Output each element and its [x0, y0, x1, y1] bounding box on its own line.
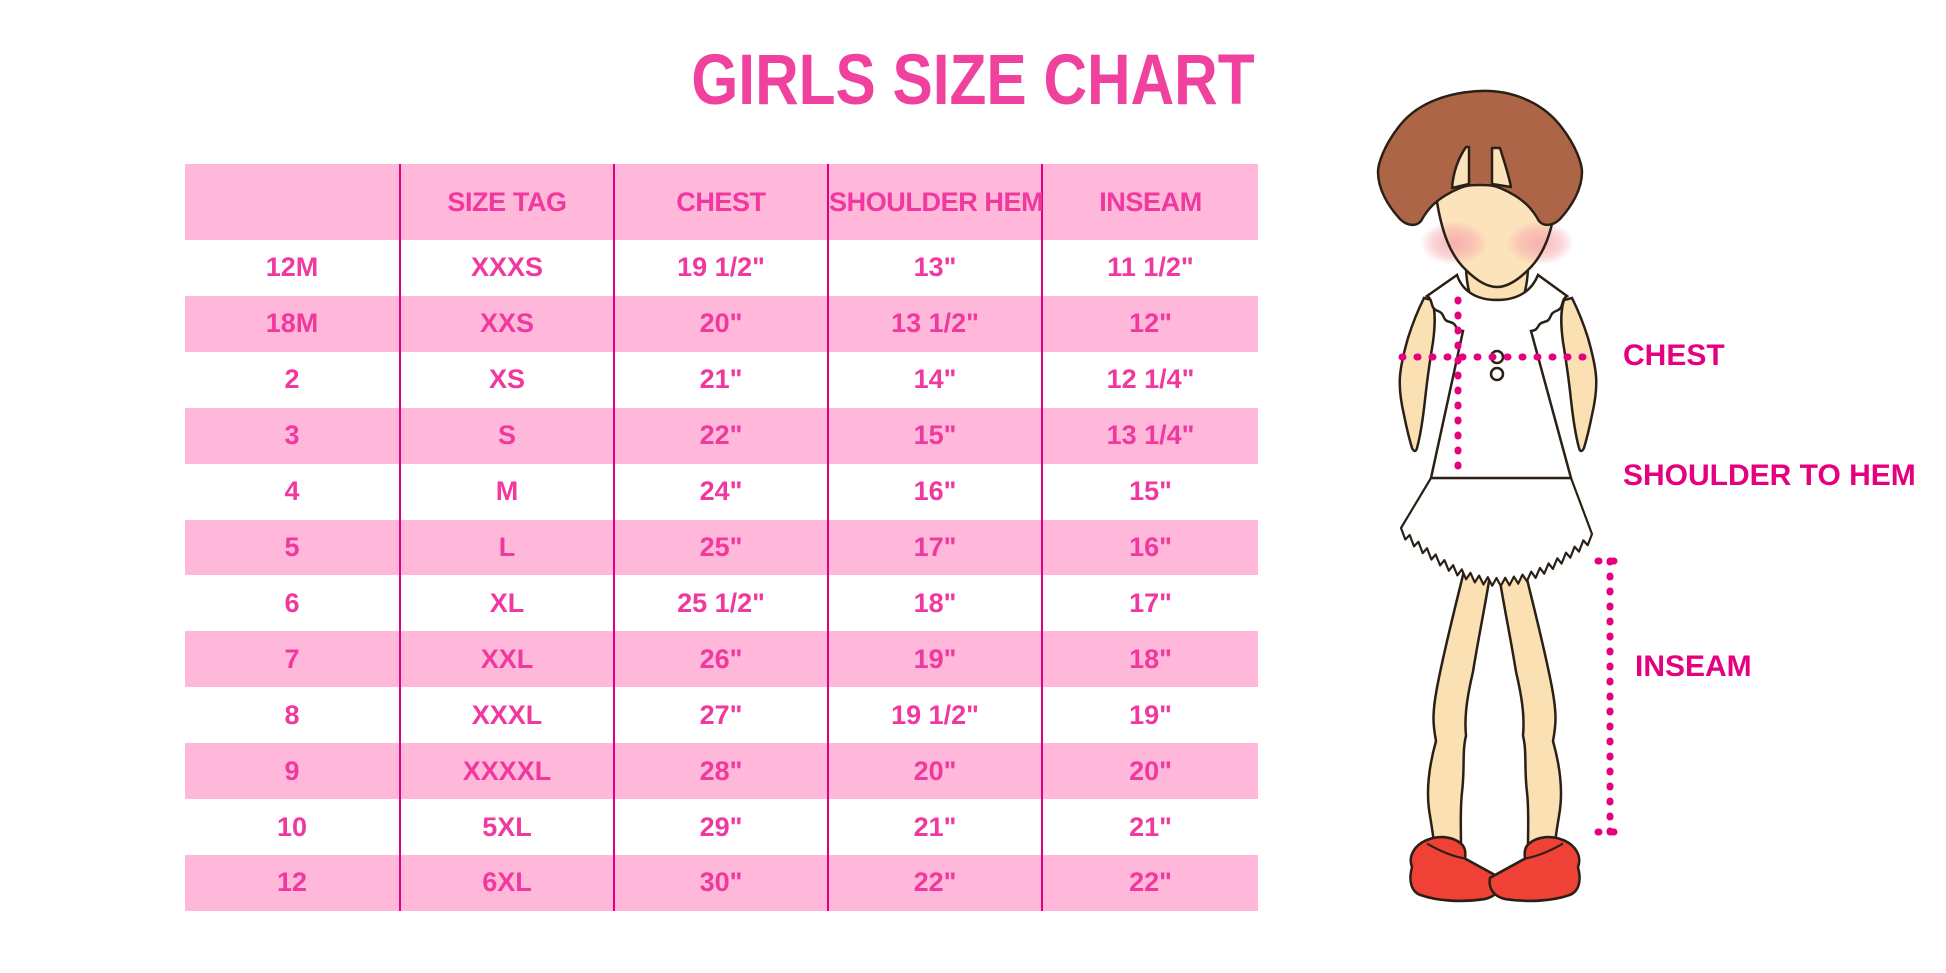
- svg-text:INSEAM: INSEAM: [1635, 650, 1752, 683]
- svg-text:SHOULDER TO HEM: SHOULDER TO HEM: [1623, 459, 1916, 492]
- svg-text:CHEST: CHEST: [1623, 339, 1725, 372]
